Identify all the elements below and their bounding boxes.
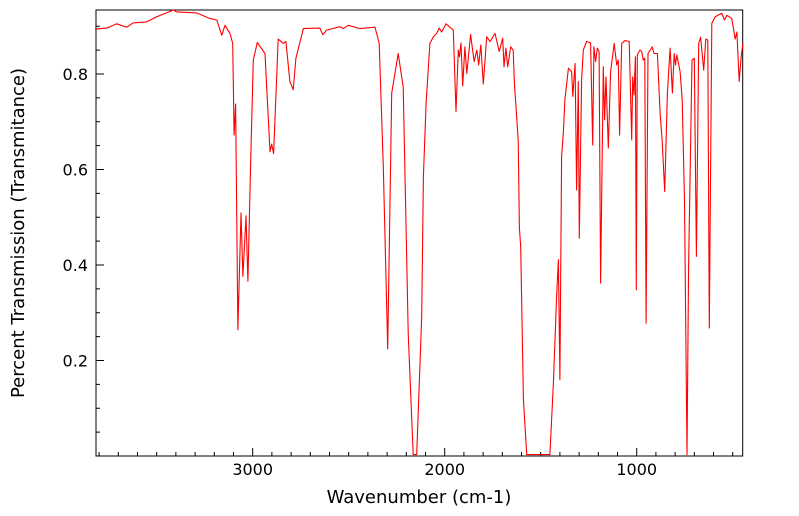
x-axis-ticks: 3000 2000 1000	[98, 448, 734, 479]
y-tick-label: 0.8	[63, 65, 88, 84]
y-tick-label: 0.2	[63, 351, 88, 370]
spectrum-line	[94, 9, 744, 456]
series-layer	[94, 9, 744, 456]
x-tick-label: 1000	[616, 460, 657, 479]
x-axis-label: Wavenumber (cm-1)	[327, 487, 512, 508]
y-tick-label: 0.6	[63, 160, 88, 179]
x-tick-label: 3000	[232, 460, 273, 479]
y-axis-ticks: 0.2 0.4 0.6 0.8	[63, 25, 104, 433]
y-axis-label: Percent Transmission (Transmitance)	[8, 68, 29, 398]
y-tick-label: 0.4	[63, 256, 88, 275]
x-tick-label: 2000	[424, 460, 465, 479]
